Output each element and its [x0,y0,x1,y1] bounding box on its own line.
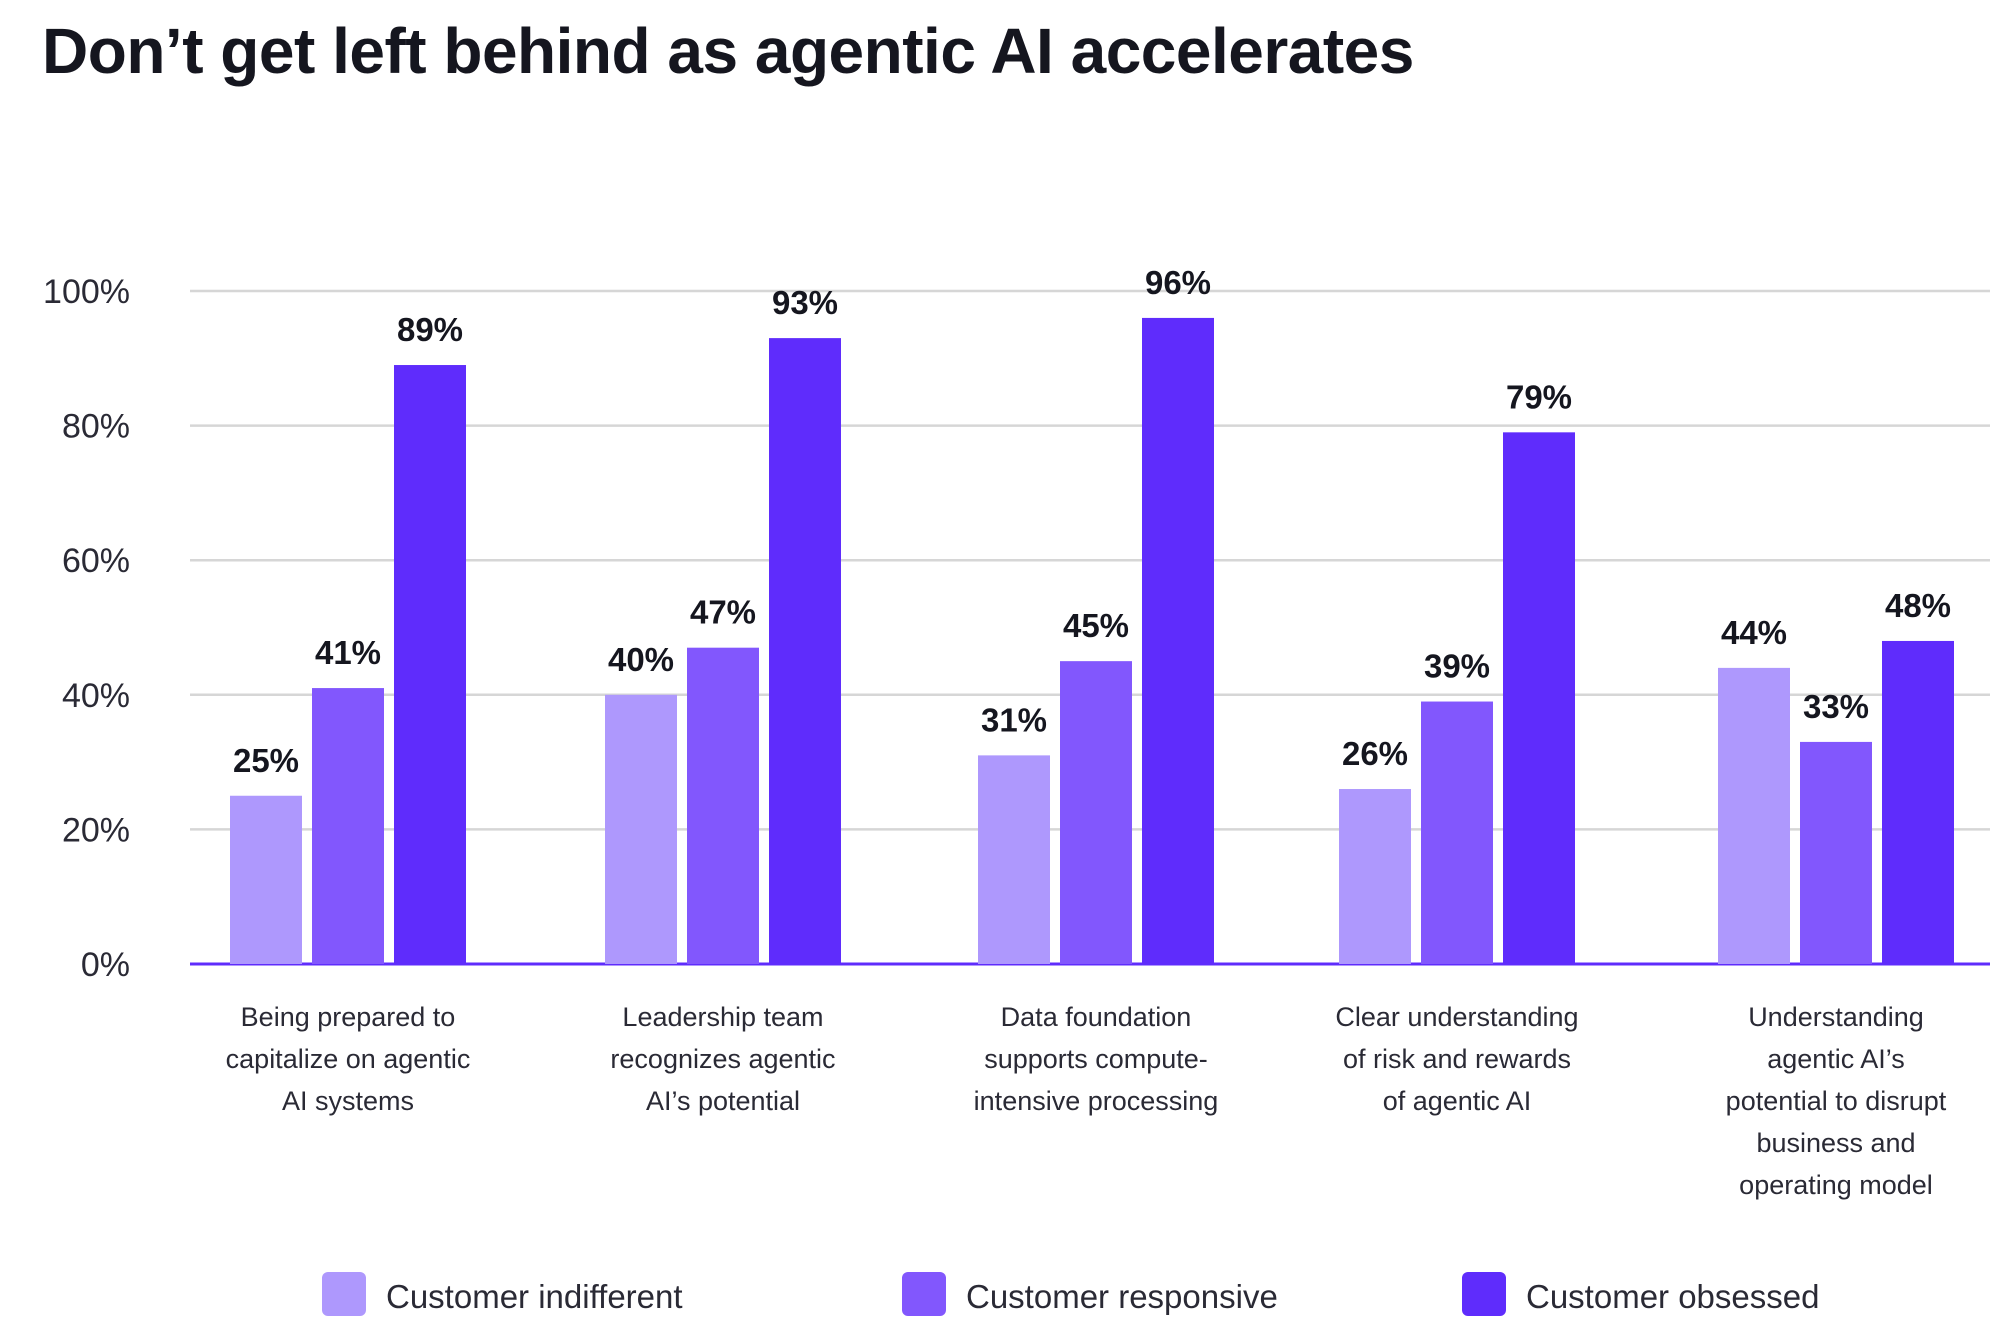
data-label: 41% [315,634,381,671]
bar [394,365,466,964]
data-label: 33% [1803,688,1869,725]
category-label-line: Clear understanding [1335,1002,1578,1032]
category-label-line: Data foundation [1001,1002,1192,1032]
bar [1503,432,1575,965]
data-labels: 25% 40% 31% 26% 44% 41% 47% 45% 39% 33% 89% 93% 96% 7… [233,264,1951,779]
category-label-line: agentic AI’s [1767,1044,1905,1074]
category-label-line: recognizes agentic [610,1044,835,1074]
legend-swatch [322,1272,366,1316]
y-tick-label: 20% [62,811,130,849]
category-label: Being prepared to capitalize on agentic AI… [226,1002,471,1116]
category-label-line: business and [1756,1128,1915,1158]
y-tick-label: 0% [81,946,130,984]
data-label: 31% [981,701,1047,738]
legend-label: Customer obsessed [1526,1278,1819,1315]
legend: Customer indifferent Customer responsive C… [322,1272,1819,1316]
data-label: 89% [397,311,463,348]
category-label: Leadership team recognizes agentic AI’s po… [610,1002,835,1116]
bar [1421,701,1493,964]
data-label: 96% [1145,264,1211,301]
category-label-line: supports compute- [984,1044,1208,1074]
legend-label: Customer responsive [966,1278,1278,1315]
bar [978,755,1050,964]
category-label-line: Being prepared to [241,1002,456,1032]
bar [1142,317,1214,964]
bars [230,317,1954,965]
legend-label: Customer indifferent [386,1278,683,1315]
y-tick-label: 40% [62,677,130,715]
y-tick-label: 60% [62,542,130,580]
data-label: 48% [1885,587,1951,624]
category-label-line: operating model [1739,1170,1933,1200]
category-label: Understanding agentic AI’s potential to di… [1726,1002,1947,1200]
bar [230,795,302,964]
category-label-line: potential to disrupt [1726,1086,1947,1116]
bar [1339,789,1411,964]
y-tick-label: 100% [43,273,130,311]
y-axis-ticks: 0% 20% 40% 60% 80% 100% [43,273,130,984]
legend-swatch [902,1272,946,1316]
bar [605,694,677,964]
bar [1718,667,1790,964]
data-label: 93% [772,284,838,321]
chart-title: Don’t get left behind as agentic AI acce… [42,15,1414,87]
bar [1800,741,1872,964]
category-label: Clear understanding of risk and rewards of… [1335,1002,1578,1116]
category-label-line: AI’s potential [646,1086,800,1116]
data-label: 45% [1063,607,1129,644]
data-label: 44% [1721,614,1787,651]
category-label-line: Understanding [1748,1002,1924,1032]
bar [312,688,384,964]
category-label-line: capitalize on agentic [226,1044,471,1074]
y-tick-label: 80% [62,408,130,446]
bar [769,338,841,964]
category-label: Data foundation supports compute-intensiv… [974,1002,1219,1116]
data-label: 39% [1424,648,1490,685]
data-label: 26% [1342,735,1408,772]
data-label: 25% [233,742,299,779]
legend-swatch [1462,1272,1506,1316]
bar [1060,661,1132,964]
data-label: 40% [608,641,674,678]
category-label-line: Leadership team [622,1002,823,1032]
category-label-line: of risk and rewards [1343,1044,1571,1074]
category-label-line: AI systems [282,1086,414,1116]
bar [687,647,759,964]
data-label: 47% [690,594,756,631]
category-label-line: intensive processing [974,1086,1219,1116]
data-label: 79% [1506,378,1572,415]
category-label-line: of agentic AI [1383,1086,1532,1116]
category-labels: Being prepared to capitalize on agentic AI… [226,1002,1947,1200]
bar [1882,640,1954,964]
